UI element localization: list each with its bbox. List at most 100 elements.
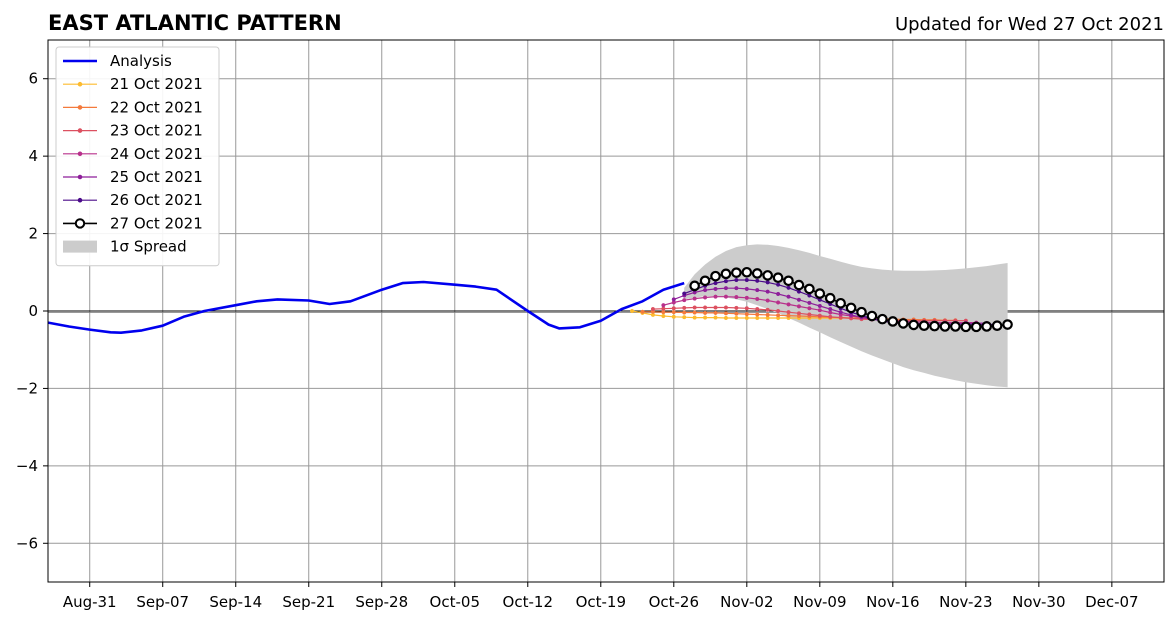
x-tick-label: Nov-23 (939, 593, 992, 611)
legend-marker (77, 151, 83, 157)
legend-marker (77, 197, 83, 203)
legend-label: 1σ Spread (110, 238, 187, 256)
data-point (817, 303, 822, 309)
data-point (765, 307, 770, 312)
data-point (661, 313, 666, 319)
legend-label: 23 Oct 2021 (110, 122, 203, 140)
x-tick-label: Sep-28 (355, 593, 408, 611)
legend-label: 24 Oct 2021 (110, 145, 203, 163)
data-point (755, 296, 760, 302)
data-point (918, 320, 930, 332)
data-point (776, 308, 781, 314)
data-point (866, 310, 878, 322)
data-point (713, 294, 718, 299)
data-point (845, 302, 857, 314)
legend: Analysis 21 Oct 2021 22 Oct 2021 23 Oct 202… (55, 46, 220, 267)
data-point (960, 321, 972, 333)
data-point (751, 268, 763, 279)
data-point (887, 316, 899, 327)
data-point (807, 312, 812, 317)
data-point (703, 288, 708, 293)
data-point (838, 310, 843, 315)
y-tick-label: 0 (28, 302, 38, 320)
x-axis: Aug-31 Sep-07 Sep-14 Sep-21 Sep-28 Oct-05 Oct-… (63, 582, 1139, 611)
y-tick-label: −6 (16, 534, 38, 552)
legend-marker (77, 81, 83, 87)
data-point (744, 286, 749, 291)
data-point (835, 297, 846, 309)
x-tick-label: Sep-07 (136, 593, 189, 611)
legend-marker (77, 174, 83, 180)
data-point (828, 314, 833, 319)
data-point (755, 278, 760, 283)
data-point (682, 291, 687, 296)
data-point (828, 307, 833, 312)
data-point (796, 311, 802, 316)
data-point (682, 315, 687, 320)
series-layer (48, 266, 1013, 335)
data-point (824, 292, 836, 304)
data-point (692, 310, 697, 315)
data-point (828, 310, 833, 315)
x-tick-label: Nov-30 (1012, 593, 1065, 611)
y-tick-label: 6 (28, 70, 38, 88)
data-point (776, 313, 781, 318)
data-point (703, 315, 708, 320)
data-point (786, 302, 791, 307)
data-point (744, 277, 749, 283)
x-tick-label: Oct-26 (649, 593, 699, 611)
data-point (661, 303, 666, 308)
data-point (762, 270, 773, 281)
legend-label: Analysis (110, 52, 172, 70)
y-tick-label: 4 (28, 147, 38, 165)
data-point (817, 313, 822, 318)
legend-marker (74, 218, 86, 229)
legend-marker (77, 128, 83, 133)
data-point (807, 306, 812, 311)
data-point (692, 296, 697, 301)
y-tick-label: 2 (28, 225, 38, 243)
legend-swatch (63, 240, 97, 253)
x-tick-label: Nov-02 (720, 593, 773, 611)
data-point (713, 310, 718, 315)
y-tick-label: −2 (16, 379, 38, 397)
data-point (723, 305, 728, 310)
data-point (741, 266, 753, 278)
data-point (661, 310, 666, 315)
data-point (776, 282, 781, 287)
data-point (804, 283, 815, 295)
series-analysis (48, 280, 685, 335)
y-tick-label: −4 (16, 457, 38, 475)
series-line (48, 280, 685, 335)
data-point (755, 315, 760, 321)
data-point (713, 286, 718, 291)
data-point (755, 312, 760, 317)
data-point (817, 308, 822, 313)
data-point (723, 294, 728, 299)
data-point (699, 275, 711, 287)
data-point (793, 279, 805, 291)
data-point (703, 305, 708, 310)
data-point (796, 289, 802, 294)
data-point (720, 268, 732, 280)
data-point (723, 286, 728, 291)
data-point (744, 315, 749, 321)
data-point (970, 321, 982, 333)
data-point (744, 295, 749, 300)
data-point (814, 288, 826, 299)
x-tick-label: Oct-19 (576, 593, 626, 611)
data-point (734, 277, 739, 283)
x-tick-label: Sep-21 (282, 593, 335, 611)
data-point (689, 280, 700, 292)
data-point (703, 295, 708, 300)
legend-marker (77, 105, 83, 110)
data-point (786, 310, 791, 315)
data-point (783, 275, 794, 287)
data-point (723, 311, 728, 316)
data-point (856, 306, 867, 318)
data-point (1002, 319, 1013, 330)
data-point (734, 311, 739, 316)
x-tick-label: Oct-12 (503, 593, 553, 611)
data-point (807, 300, 812, 305)
data-point (796, 304, 802, 309)
